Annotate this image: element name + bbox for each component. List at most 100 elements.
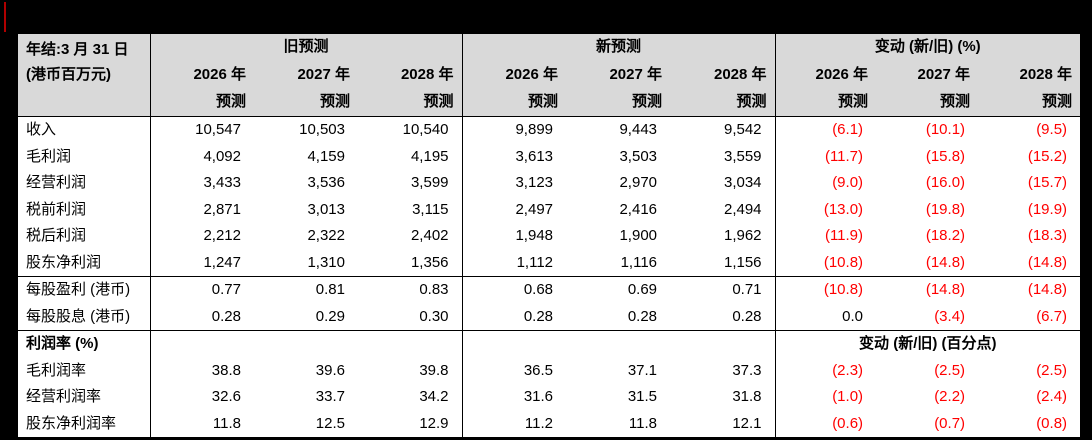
new-forecast-cell: 1,156 [723,253,762,271]
change-cell: (10.8) [774,276,877,304]
old-forecast-cell: 3,536 [307,174,345,191]
change-cell: (14.8) [925,253,966,271]
old-forecast-cell: 0.30 [419,307,449,325]
table-body: 收入 10,547 10,503 10,540 9,899 9,443 9,542 (6.1)… [18,116,1081,440]
old-forecast-cell: 3,013 [307,200,345,218]
new-forecast-cell [670,330,776,358]
row-label: 税后利润 [26,227,87,244]
row-label: 经营利润率 [26,388,102,405]
red-accent-bar [4,2,6,32]
old-forecast-cell: 0.83 [358,276,463,304]
new-forecast-cell: 9,542 [670,116,776,144]
forecast-subheader-new-1: 预测 [461,89,567,117]
table-row: 税前利润 2,871 3,013 3,115 2,497 2,416 2,494 (13.0)… [18,196,1080,223]
change-cell: (19.9) [1027,200,1068,218]
table-row: 毛利润率 38.8 39.6 39.8 36.5 37.1 37.3 (2.3) (2.5) (2… [18,357,1080,384]
change-cell: (15.8) [925,147,966,165]
old-forecast-cell: 38.8 [149,357,254,384]
forecast-subheader-chg-2: 预测 [876,89,979,117]
new-forecast-cell: 1,962 [723,227,762,244]
new-forecast-cell: 3,123 [461,170,567,197]
table-row: 股东净利润 1,247 1,310 1,356 1,112 1,116 1,156 (10.8… [18,249,1080,277]
change-cell: 0.0 [774,303,877,331]
row-label: 每股盈利 (港币) [18,276,150,304]
old-forecast-cell: 4,195 [410,147,449,165]
year-header-chg-1: 2026 年 [774,61,877,89]
old-forecast-cell: 0.81 [254,276,358,304]
change-cell: (15.2) [1027,147,1068,165]
group-header-old-forecast: 旧预测 [149,33,463,61]
new-forecast-cell: 31.6 [461,384,567,411]
old-forecast-cell: 0.28 [149,303,254,331]
new-forecast-cell: 36.5 [461,357,567,384]
year-header-chg-3: 2028 年 [978,61,1081,89]
old-forecast-cell: 33.7 [315,388,345,405]
year-header-new-3: 2028 年 [670,61,776,89]
year-header-new-2: 2027 年 [566,61,671,89]
change-section-subheader: 变动 (新/旧) (百分点) [774,330,1081,358]
new-forecast-cell: 31.8 [732,388,762,405]
change-cell: (16.0) [925,174,966,191]
new-forecast-cell [566,330,671,358]
change-cell: (2.4) [1036,388,1068,405]
new-forecast-cell [461,330,567,358]
new-forecast-cell: 37.1 [627,361,658,379]
old-forecast-cell [358,330,463,358]
change-cell: (3.4) [934,307,966,325]
new-forecast-cell: 1,900 [619,227,658,244]
group-header-change: 变动 (新/旧) (%) [774,33,1081,61]
old-forecast-cell [149,330,254,358]
table-row: 收入 10,547 10,503 10,540 9,899 9,443 9,542 (6.1)… [18,116,1081,144]
change-cell: (1.0) [774,384,877,411]
new-forecast-cell: 2,416 [619,200,658,218]
new-forecast-cell: 0.28 [461,303,567,331]
table-row: 每股盈利 (港币) 0.77 0.81 0.83 0.68 0.69 0.71 (10.8)(… [18,276,1081,304]
row-label: 每股股息 (港币) [26,307,131,325]
row-label: 税前利润 [26,200,87,218]
new-forecast-cell: 3,034 [723,174,762,191]
old-forecast-cell: 0.29 [315,307,345,325]
old-forecast-cell: 3,599 [410,174,449,191]
old-forecast-cell: 0.77 [149,276,254,304]
change-cell: (9.0) [774,170,877,197]
new-forecast-cell: 2,497 [461,196,567,223]
forecast-comparison-table: 年结:3 月 31 日 (港币百万元) 旧预测 新预测 变动 (新/旧) (%)… [18,33,1081,440]
change-cell: (11.7) [774,143,877,170]
forecast-subheader-old-2: 预测 [254,89,358,117]
change-cell: (13.0) [774,196,877,223]
old-forecast-cell: 1,356 [410,253,449,271]
forecast-subheader-new-2: 预测 [566,89,671,117]
change-cell: (14.8) [876,276,979,304]
year-header-new-1: 2026 年 [461,61,567,89]
old-forecast-cell: 3,115 [412,200,449,218]
old-forecast-cell: 4,159 [307,147,345,165]
old-forecast-cell: 1,310 [307,253,345,271]
new-forecast-cell: 2,970 [619,174,658,191]
new-forecast-cell: 0.68 [461,276,567,304]
table-row: 经营利润率 32.6 33.7 34.2 31.6 31.5 31.8 (1.0) (2.2) (… [18,384,1080,411]
old-forecast-cell: 2,212 [149,223,254,250]
year-header-old-3: 2028 年 [358,61,463,89]
change-cell: (2.2) [934,388,966,405]
table-row: 利润率 (%) 变动 (新/旧) (百分点) [18,330,1081,358]
new-forecast-cell: 3,559 [723,147,762,165]
table-row: 每股股息 (港币) 0.28 0.29 0.30 0.28 0.28 0.28 0.0 (3.4… [18,303,1080,331]
row-label: 利润率 (%) [18,330,150,358]
new-forecast-cell: 1,112 [461,249,567,277]
forecast-subheader-chg-3: 预测 [978,89,1081,117]
year-header-chg-2: 2027 年 [876,61,979,89]
year-header-old-2: 2027 年 [254,61,358,89]
change-cell: (19.8) [925,200,966,218]
new-forecast-cell: 0.69 [566,276,671,304]
old-forecast-cell: 1,247 [149,249,254,277]
new-forecast-cell: 1,948 [461,223,567,250]
row-label: 经营利润 [26,174,87,191]
old-forecast-cell: 2,402 [410,227,449,244]
old-forecast-cell: 34.2 [419,388,449,405]
new-forecast-cell: 2,494 [723,200,762,218]
old-forecast-cell: 2,871 [149,196,254,223]
new-forecast-cell: 0.71 [670,276,776,304]
old-forecast-cell: 10,540 [358,116,463,144]
change-cell: (6.1) [774,116,877,144]
old-forecast-cell: 3,433 [149,170,254,197]
